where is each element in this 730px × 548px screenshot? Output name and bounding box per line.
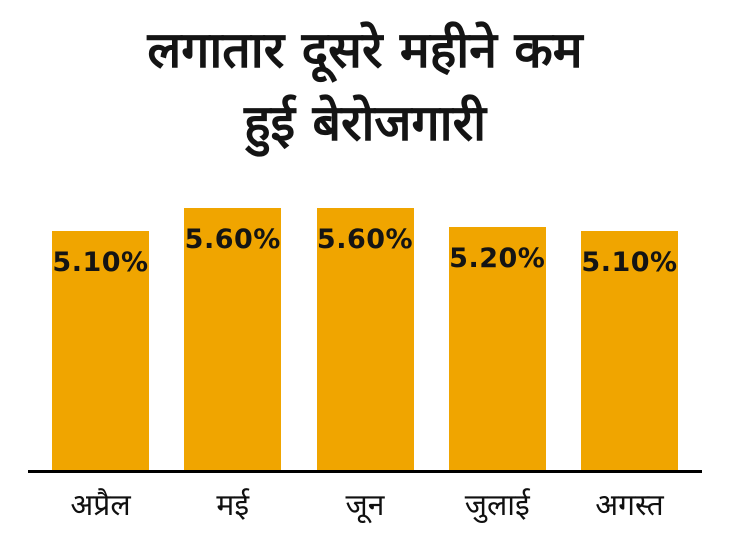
bar-chart: 5.10% 5.60% 5.60% 5.20% 5.10% [0,160,730,470]
category-label: मई [216,488,250,523]
chart-title: लगातार दूसरे महीने कम हुई बेरोजगारी [0,0,730,160]
category-labels: अप्रैल मई जून जुलाई अगस्त [0,483,730,524]
bar-4: 5.20% [448,227,546,470]
x-axis-line [28,470,702,473]
chart-title-line-1: लगातार दूसरे महीने कम [147,21,583,79]
category-label: अप्रैल [70,488,131,523]
bar-value-label: 5.60% [184,224,281,255]
bar-value-label: 5.20% [449,243,546,274]
chart-title-line-2: हुई बेरोजगारी [243,94,487,152]
bar-value-label: 5.10% [52,247,149,278]
bar-3: 5.60% [316,208,414,470]
bar-value-label: 5.60% [316,224,414,255]
bar-2: 5.60% [184,208,282,470]
category-label: जुलाई [464,488,530,523]
bar-value-label: 5.10% [581,247,678,278]
category-label: जून [345,488,385,523]
bar-1: 5.10% [52,231,149,470]
category-label: अगस्त [595,488,664,523]
bar-5: 5.10% [581,231,678,470]
